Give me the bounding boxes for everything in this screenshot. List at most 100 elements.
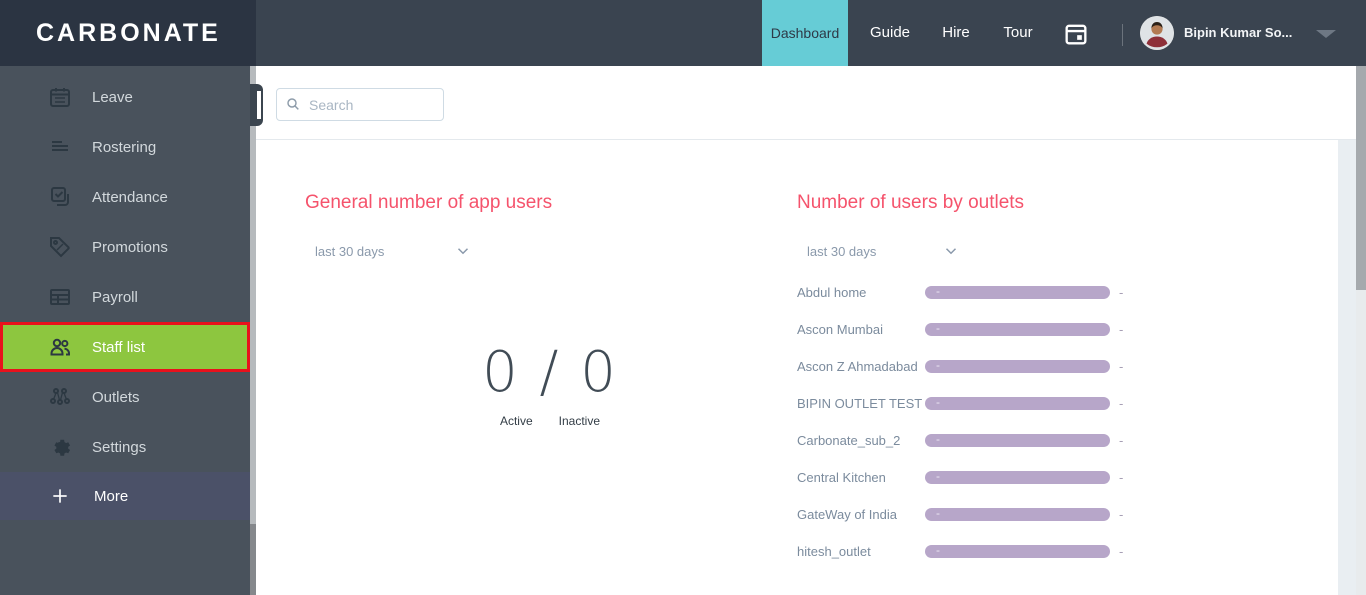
sidebar-item-payroll[interactable]: Payroll (0, 272, 250, 322)
sidebar-item-settings[interactable]: Settings (0, 422, 250, 472)
top-header: CARBONATE Dashboard Guide Hire Tour Bipi… (0, 0, 1366, 66)
bar-value-label: - (936, 506, 940, 520)
calendar-icon (48, 85, 72, 109)
sidebar-item-label: Settings (92, 438, 147, 456)
user-menu-caret-icon[interactable] (1316, 30, 1336, 38)
outlet-value: - (1119, 322, 1124, 337)
bar-value-label: - (936, 432, 940, 446)
active-label: Active (499, 414, 533, 428)
sidebar-toggle-handle[interactable] (250, 84, 263, 126)
outlet-row: GateWay of India - - (797, 506, 1217, 523)
checks-icon (48, 185, 72, 209)
outlet-value: - (1119, 507, 1124, 522)
bar-value-label: - (936, 543, 940, 557)
outlet-row: hitesh_outlet - - (797, 543, 1217, 560)
outlet-row: Carbonate_sub_2 - - (797, 432, 1217, 449)
bar-value-label: - (936, 321, 940, 335)
outlet-bar: - (925, 284, 1110, 299)
filter-label: last 30 days (807, 243, 877, 259)
sidebar-item-leave[interactable]: Leave (0, 72, 250, 122)
outlet-bar: - (925, 321, 1110, 336)
outlet-value: - (1119, 285, 1124, 300)
sidebar-item-outlets[interactable]: Outlets (0, 372, 250, 422)
users-count: 0 / 0 (482, 340, 618, 405)
sidebar-item-label: Promotions (92, 238, 168, 256)
section-app-users: General number of app users last 30 days… (305, 192, 745, 428)
outlet-name: Carbonate_sub_2 (797, 433, 901, 448)
sidebar-item-label: Attendance (92, 188, 168, 206)
sidebar-item-rostering[interactable]: Rostering (0, 122, 250, 172)
outlet-bar: - (925, 543, 1110, 558)
page-background-gutter (1338, 140, 1356, 595)
list-icon (48, 135, 72, 159)
outlet-name: Ascon Mumbai (797, 322, 883, 337)
outlet-name: GateWay of India (797, 507, 897, 522)
search-box (276, 88, 444, 121)
outlet-value: - (1119, 433, 1124, 448)
outlets-title: Number of users by outlets (797, 192, 1025, 213)
chevron-down-icon (942, 242, 960, 260)
bar-value-label: - (936, 284, 940, 298)
network-icon (48, 385, 72, 409)
outlet-rows: Abdul home - - Ascon Mumbai - - Ascon Z … (797, 284, 1217, 580)
sidebar-scrollbar[interactable] (250, 66, 256, 595)
gear-icon (48, 435, 72, 459)
tab-tour[interactable]: Tour (1003, 24, 1033, 41)
outlet-row: Central Kitchen - - (797, 469, 1217, 486)
outlet-name: hitesh_outlet (797, 544, 871, 559)
count-labels: Active Inactive (465, 414, 635, 428)
tab-dashboard[interactable]: Dashboard (762, 0, 848, 66)
sidebar-item-label: Rostering (92, 138, 157, 156)
sidebar-item-label: Payroll (92, 288, 138, 306)
page-scrollbar-thumb[interactable] (1356, 66, 1366, 290)
outlet-bar: - (925, 469, 1110, 484)
sidebar-item-attendance[interactable]: Attendance (0, 172, 250, 222)
header-divider (1122, 24, 1123, 46)
filter-label: last 30 days (315, 243, 385, 259)
chevron-down-icon (454, 242, 472, 260)
bar-value-label: - (936, 469, 940, 483)
user-avatar[interactable] (1140, 16, 1174, 50)
app-users-filter[interactable]: last 30 days (315, 242, 745, 260)
outlet-value: - (1119, 359, 1124, 374)
outlet-row: Abdul home - - (797, 284, 1217, 301)
plus-icon (50, 486, 70, 506)
outlet-name: Ascon Z Ahmadabad (797, 359, 918, 374)
toolbar-divider (256, 139, 1356, 140)
logo-block: CARBONATE (0, 0, 256, 66)
outlet-value: - (1119, 396, 1124, 411)
sidebar-scrollbar-thumb[interactable] (250, 524, 256, 595)
sidebar-item-promotions[interactable]: Promotions (0, 222, 250, 272)
bar-value-label: - (936, 358, 940, 372)
outlet-value: - (1119, 470, 1124, 485)
sidebar-item-label: Outlets (92, 388, 140, 406)
tag-icon (48, 235, 72, 259)
sidebar-item-label: Leave (92, 88, 133, 106)
sidebar: Leave Rostering Attendance (0, 66, 250, 595)
outlet-name: BIPIN OUTLET TEST (797, 396, 923, 411)
app-logo: CARBONATE (36, 18, 221, 47)
page-scrollbar[interactable] (1356, 66, 1366, 595)
outlet-value: - (1119, 544, 1124, 559)
sidebar-item-staff-list[interactable]: Staff list (0, 322, 250, 372)
table-icon (48, 285, 72, 309)
outlet-bar: - (925, 506, 1110, 521)
section-users-by-outlets: Number of users by outlets last 30 days … (797, 192, 1217, 559)
outlet-bar: - (925, 395, 1110, 410)
outlets-filter[interactable]: last 30 days (807, 242, 1217, 260)
search-icon (285, 96, 301, 112)
outlet-row: Ascon Mumbai - - (797, 321, 1217, 338)
app-users-title: General number of app users (305, 192, 553, 213)
sidebar-more-label: More (94, 487, 129, 505)
user-name[interactable]: Bipin Kumar So... (1184, 25, 1293, 40)
bar-value-label: - (936, 395, 940, 409)
calendar-icon[interactable] (1062, 20, 1090, 48)
sidebar-item-label: Staff list (92, 338, 146, 356)
people-icon (48, 335, 72, 359)
tab-guide[interactable]: Guide (869, 24, 911, 41)
main-content (256, 66, 1356, 595)
tab-hire[interactable]: Hire (942, 24, 970, 41)
search-input[interactable] (276, 88, 444, 121)
sidebar-item-more[interactable]: More (0, 472, 250, 520)
